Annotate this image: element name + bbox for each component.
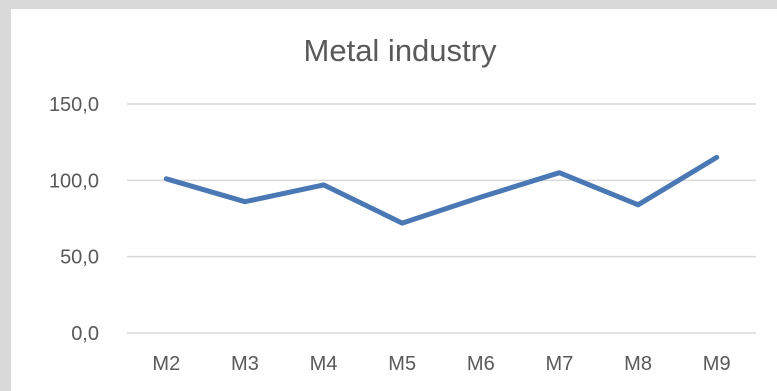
y-axis-ticks: 0,0 50,0 100,0 150,0 <box>49 94 99 345</box>
x-tick-label: M4 <box>310 353 338 375</box>
x-tick-label: M5 <box>388 353 416 375</box>
x-tick-label: M2 <box>152 353 180 375</box>
series-line <box>163 154 720 226</box>
chart-title: Metal industry <box>304 33 497 68</box>
y-tick-label: 150,0 <box>49 94 99 116</box>
x-tick-label: M7 <box>546 353 574 375</box>
x-tick-label: M6 <box>467 353 495 375</box>
x-tick-label: M3 <box>231 353 259 375</box>
series-layer <box>163 154 720 226</box>
x-axis-ticks: M2 M3 M4 M5 M6 M7 M8 M9 <box>152 353 730 375</box>
y-tick-label: 0,0 <box>71 323 99 345</box>
chart-area: Metal industry 0,0 50,0 100,0 150,0 M2 M3 M4 M… <box>11 9 777 391</box>
x-tick-label: M9 <box>703 353 731 375</box>
y-tick-label: 100,0 <box>49 170 99 192</box>
x-tick-label: M8 <box>624 353 652 375</box>
gridlines <box>127 103 756 334</box>
y-tick-label: 50,0 <box>60 247 99 269</box>
